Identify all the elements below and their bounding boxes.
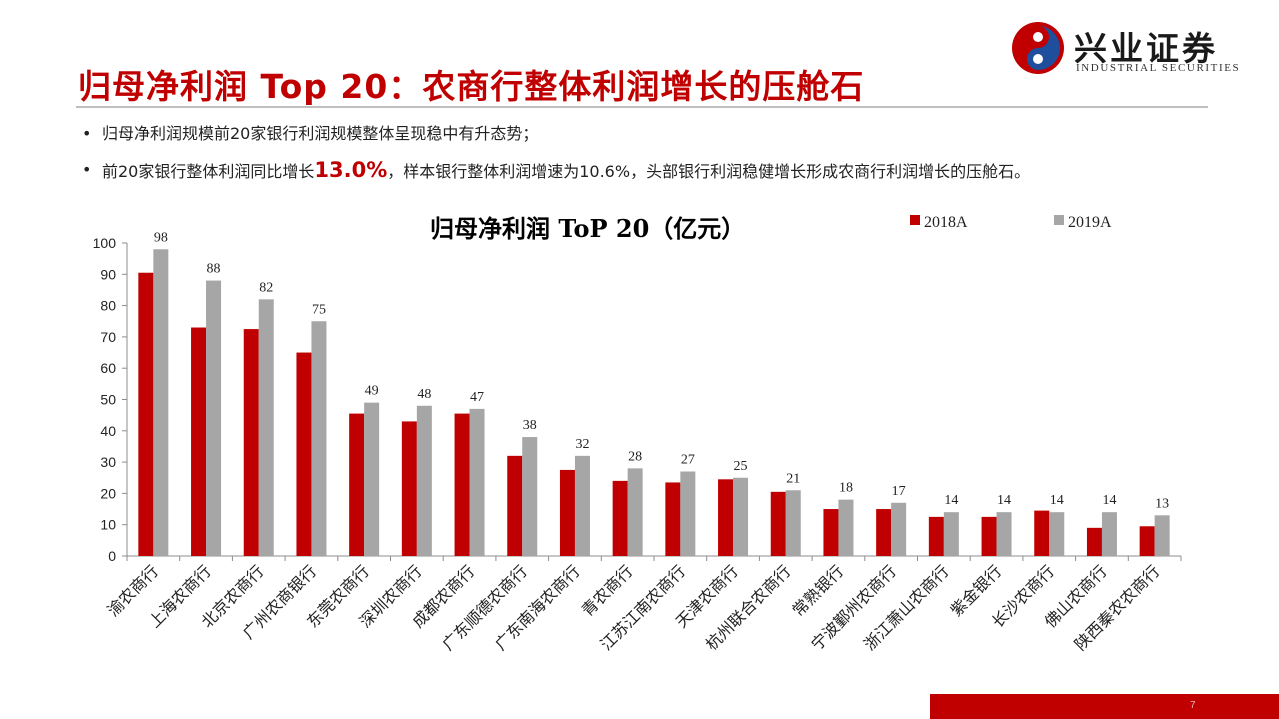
data-label: 14 <box>1102 493 1116 508</box>
bar-2019A <box>996 512 1012 556</box>
legend-label: 2018A <box>924 214 968 231</box>
bar-2018A <box>612 480 628 556</box>
bar-2019A <box>733 477 749 556</box>
bar-2018A <box>1034 510 1050 556</box>
bullet-item: • 前20家银行整体利润同比增长13.0%，样本银行整体利润增速为10.6%，头… <box>82 158 1030 194</box>
y-tick-label: 20 <box>100 485 116 501</box>
bullet-text: 归母净利润规模前20家银行利润规模整体呈现稳中有升态势； <box>102 124 539 143</box>
data-label: 49 <box>365 384 379 399</box>
legend-swatch <box>1054 215 1064 225</box>
data-label: 47 <box>470 390 484 405</box>
y-tick-label: 70 <box>100 329 116 345</box>
bar-2018A <box>296 352 312 556</box>
y-tick-label: 50 <box>100 392 116 408</box>
data-label: 17 <box>892 484 906 499</box>
chart-title: 归母净利润 ToP 20（亿元） <box>430 214 745 243</box>
bar-2018A <box>770 491 786 556</box>
growth-highlight: 13.0% <box>314 158 388 182</box>
bar-2019A <box>311 321 327 556</box>
data-label: 27 <box>681 452 695 467</box>
bullet-text-post: ，样本银行整体利润增速为10.6%，头部银行利润稳健增长形成农商行利润增长的压舱… <box>387 162 1031 181</box>
bar-2019A <box>416 405 432 556</box>
brand-name-cn: 兴业证券 <box>1074 29 1218 68</box>
footer-bar <box>930 694 1279 719</box>
data-label: 98 <box>154 230 168 245</box>
data-label: 25 <box>734 459 748 474</box>
y-tick-label: 60 <box>100 360 116 376</box>
bar-2019A <box>364 402 380 556</box>
y-tick-label: 30 <box>100 454 116 470</box>
bar-2019A <box>522 437 538 556</box>
y-tick-label: 90 <box>100 266 116 282</box>
y-tick-label: 80 <box>100 298 116 314</box>
legend-label: 2019A <box>1068 214 1112 231</box>
data-label: 28 <box>628 449 642 464</box>
data-label: 48 <box>417 387 431 402</box>
data-label: 18 <box>839 481 853 496</box>
bar-2019A <box>1101 512 1117 556</box>
data-label: 14 <box>944 493 958 508</box>
bar-2019A <box>153 249 169 556</box>
data-label: 75 <box>312 302 326 317</box>
y-tick-label: 40 <box>100 423 116 439</box>
title-divider <box>76 106 1208 108</box>
bar-2019A <box>838 499 854 556</box>
data-label: 38 <box>523 418 537 433</box>
bar-2019A <box>891 502 907 556</box>
bullet-text-pre: 前20家银行整体利润同比增长 <box>102 162 315 181</box>
bar-2019A <box>574 455 590 556</box>
bar-2018A <box>191 327 207 556</box>
bar-2019A <box>680 471 696 556</box>
bar-2018A <box>981 516 997 556</box>
y-tick-label: 0 <box>108 548 116 564</box>
brand-logo: 兴业证券 INDUSTRIAL SECURITIES <box>1010 20 1260 78</box>
bar-2018A <box>1139 526 1155 556</box>
bar-2018A <box>349 413 365 556</box>
data-label: 14 <box>1050 493 1064 508</box>
bullet-dot-icon: • <box>82 160 92 179</box>
y-tick-label: 100 <box>93 235 117 251</box>
data-label: 14 <box>997 493 1011 508</box>
bar-2019A <box>1154 515 1170 556</box>
bullet-list: • 归母净利润规模前20家银行利润规模整体呈现稳中有升态势； • 前20家银行整… <box>82 122 1030 194</box>
bar-2018A <box>823 509 839 556</box>
slide-title: 归母净利润 Top 20：农商行整体利润增长的压舱石 <box>78 67 865 106</box>
bar-2019A <box>206 280 222 556</box>
bar-2018A <box>559 469 575 556</box>
data-label: 32 <box>575 437 589 452</box>
brand-name-en: INDUSTRIAL SECURITIES <box>1076 62 1241 74</box>
bar-2019A <box>785 490 801 556</box>
bar-2018A <box>718 479 734 556</box>
bar-2018A <box>507 455 523 556</box>
bar-2018A <box>928 516 944 556</box>
bar-2019A <box>1049 512 1065 556</box>
bar-2018A <box>401 421 417 556</box>
bullet-item: • 归母净利润规模前20家银行利润规模整体呈现稳中有升态势； <box>82 122 1030 158</box>
bar-2018A <box>876 509 892 556</box>
bar-2018A <box>138 272 154 556</box>
bar-2018A <box>665 482 681 556</box>
legend-swatch <box>910 215 920 225</box>
data-label: 21 <box>786 471 800 486</box>
data-label: 82 <box>259 280 273 295</box>
bullet-dot-icon: • <box>82 124 92 143</box>
page-number: 7 <box>1190 700 1196 711</box>
data-label: 88 <box>207 262 221 277</box>
bar-2018A <box>454 413 470 556</box>
bar-2018A <box>1086 527 1102 556</box>
brand-logo-icon <box>1012 22 1064 74</box>
data-label: 13 <box>1155 496 1169 511</box>
bar-2018A <box>243 329 259 556</box>
y-tick-label: 10 <box>100 517 116 533</box>
bar-2019A <box>627 468 643 556</box>
bar-2019A <box>258 299 274 556</box>
bar-2019A <box>943 512 959 556</box>
bar-2019A <box>469 408 485 556</box>
